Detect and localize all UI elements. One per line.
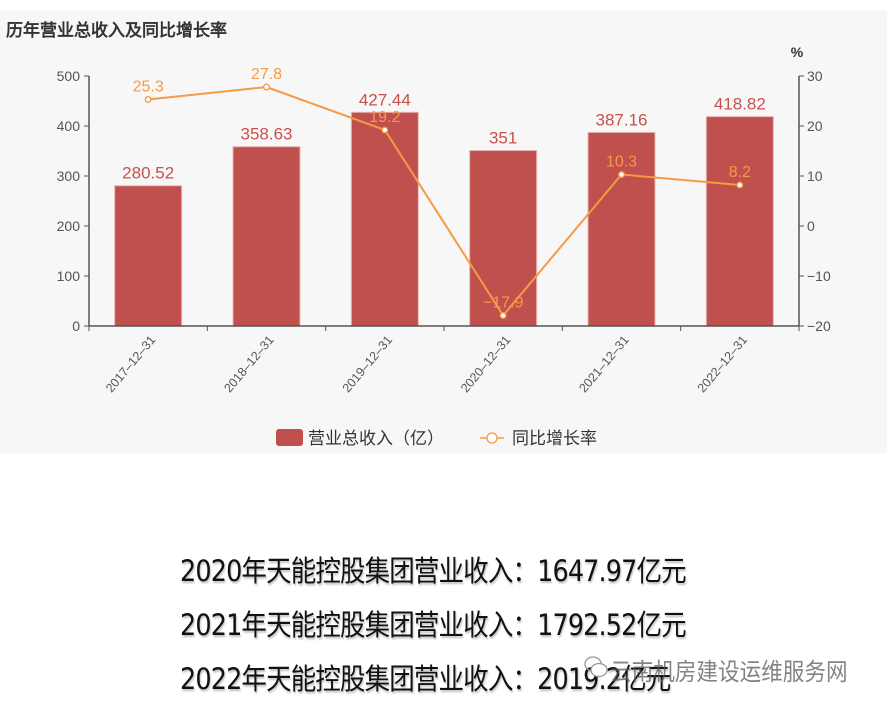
svg-text:−10: −10 xyxy=(807,268,831,284)
bar-value-label: 387.16 xyxy=(596,110,648,129)
caption-2020: 2020年天能控股集团营业收入：1647.97亿元 xyxy=(180,554,687,588)
svg-text:400: 400 xyxy=(57,118,81,134)
bar-value-label: 351 xyxy=(489,129,517,148)
line-value-label: 8.2 xyxy=(729,164,751,181)
svg-text:2020–12–31: 2020–12–31 xyxy=(458,333,513,395)
caption-2022: 2022年天能控股集团营业收入：2019.2亿元 xyxy=(180,662,671,696)
wechat-icon xyxy=(584,656,608,678)
svg-text:2022–12–31: 2022–12–31 xyxy=(695,333,750,395)
svg-text:200: 200 xyxy=(57,218,81,234)
svg-text:2018–12–31: 2018–12–31 xyxy=(221,333,276,395)
svg-text:500: 500 xyxy=(57,68,81,84)
svg-text:同比增长率: 同比增长率 xyxy=(512,429,597,448)
chart-title: 历年营业总收入及同比增长率 xyxy=(6,21,227,40)
svg-text:0: 0 xyxy=(807,218,815,234)
bar-value-label: 280.52 xyxy=(122,164,174,183)
svg-text:20: 20 xyxy=(807,118,823,134)
watermark: 云南机房建设运维服务网 xyxy=(610,658,848,686)
bar-value-label: 358.63 xyxy=(241,125,293,144)
caption-2021: 2021年天能控股集团营业收入：1792.52亿元 xyxy=(180,608,687,642)
bar-2021-12-31 xyxy=(587,131,656,327)
svg-text:2017–12–31: 2017–12–31 xyxy=(103,333,158,395)
bar-2018-12-31 xyxy=(232,146,301,327)
svg-text:2019–12–31: 2019–12–31 xyxy=(340,333,395,395)
svg-text:2021–12–31: 2021–12–31 xyxy=(576,333,631,395)
svg-text:营业总收入（亿）: 营业总收入（亿） xyxy=(308,429,444,448)
bar-2017-12-31 xyxy=(114,185,183,327)
svg-text:100: 100 xyxy=(57,268,81,284)
line-value-label: 25.3 xyxy=(133,79,164,96)
bar-2022-12-31 xyxy=(705,116,774,327)
svg-text:30: 30 xyxy=(807,68,823,84)
line-value-label: 10.3 xyxy=(606,154,637,171)
svg-text:0: 0 xyxy=(72,318,80,334)
bar-2020-12-31 xyxy=(469,150,538,327)
bar-value-label: 427.44 xyxy=(359,90,411,109)
bar-2019-12-31 xyxy=(350,111,419,327)
line-value-label: 27.8 xyxy=(251,66,282,83)
svg-text:−20: −20 xyxy=(807,318,831,334)
bar-value-label: 418.82 xyxy=(714,95,766,114)
svg-text:300: 300 xyxy=(57,168,81,184)
line-value-label: −17.9 xyxy=(483,295,524,312)
line-value-label: 19.2 xyxy=(369,109,400,126)
chart-canvas: 280.52358.63427.44351387.16418.820100200… xyxy=(57,44,831,448)
svg-text:10: 10 xyxy=(807,168,823,184)
svg-text:%: % xyxy=(791,44,804,60)
